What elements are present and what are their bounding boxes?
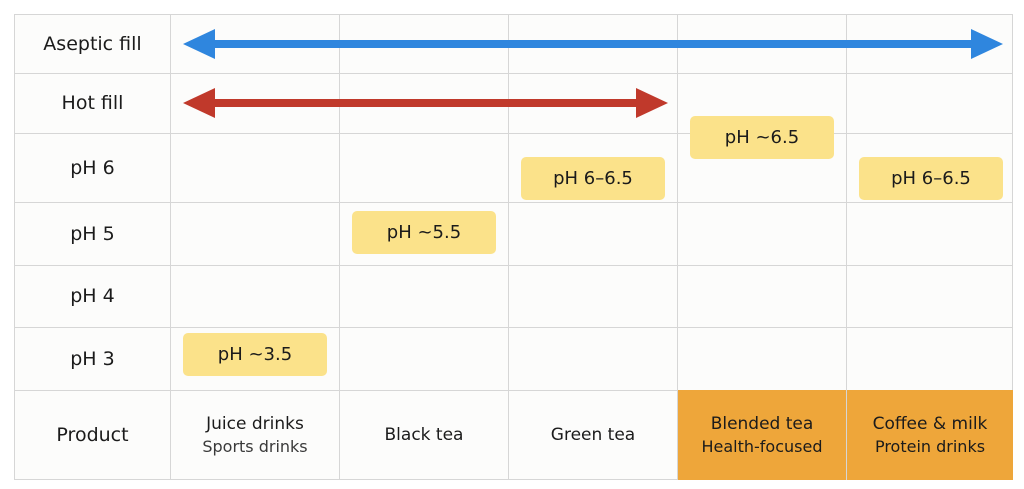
- grid-line: [15, 327, 1012, 328]
- row-label-ph6: pH 6: [70, 156, 115, 179]
- grid-line: [15, 73, 1012, 74]
- grid-line: [15, 265, 1012, 266]
- product-name: Black tea: [384, 424, 464, 445]
- ph-badge-coffee-milk: pH 6–6.5: [859, 157, 1003, 200]
- grid-line: [15, 390, 1012, 391]
- ph-badge-blended-tea: pH ~6.5: [690, 116, 834, 159]
- product-name: Juice drinks: [206, 413, 304, 434]
- row-label-ph3: pH 3: [70, 347, 115, 370]
- product-cell-green-tea: Green tea: [509, 390, 677, 480]
- row-label-ph4: pH 4: [70, 285, 115, 307]
- row-label-product: Product: [56, 424, 129, 446]
- fill-method-arrows: [183, 29, 1003, 118]
- product-name: Green tea: [550, 424, 636, 445]
- ph-badge-black-tea: pH ~5.5: [352, 211, 496, 254]
- product-name: Coffee & milk: [872, 413, 988, 434]
- grid-line: [846, 15, 847, 479]
- row-label-ph5: pH 5: [70, 222, 115, 245]
- product-cell-coffee-milk: Coffee & milk Protein drinks: [847, 390, 1013, 480]
- product-cell-juice: Juice drinks Sports drinks: [171, 390, 339, 480]
- aseptic-fill-arrow: [183, 29, 1003, 59]
- grid-line: [339, 15, 340, 479]
- grid-line: [677, 15, 678, 479]
- grid-line: [508, 15, 509, 479]
- product-subname: Sports drinks: [202, 436, 308, 456]
- ph-badge-green-tea: pH 6–6.5: [521, 157, 665, 200]
- grid-line: [15, 202, 1012, 203]
- product-cell-blended-tea: Blended tea Health-focused: [678, 390, 846, 480]
- row-label-hot-fill: Hot fill: [61, 92, 124, 114]
- hot-fill-arrow: [183, 88, 668, 118]
- product-cell-black-tea: Black tea: [340, 390, 508, 480]
- product-subname: Protein drinks: [874, 436, 986, 456]
- product-subname: Health-focused: [701, 436, 823, 456]
- ph-badge-juice: pH ~3.5: [183, 333, 327, 376]
- product-name: Blended tea: [710, 413, 814, 434]
- ph-fill-matrix: Aseptic fill Hot fill pH 6 pH 5 pH 4 pH …: [14, 14, 1013, 480]
- grid-line: [170, 15, 171, 479]
- row-label-aseptic-fill: Aseptic fill: [43, 33, 142, 55]
- grid-line: [15, 133, 1012, 134]
